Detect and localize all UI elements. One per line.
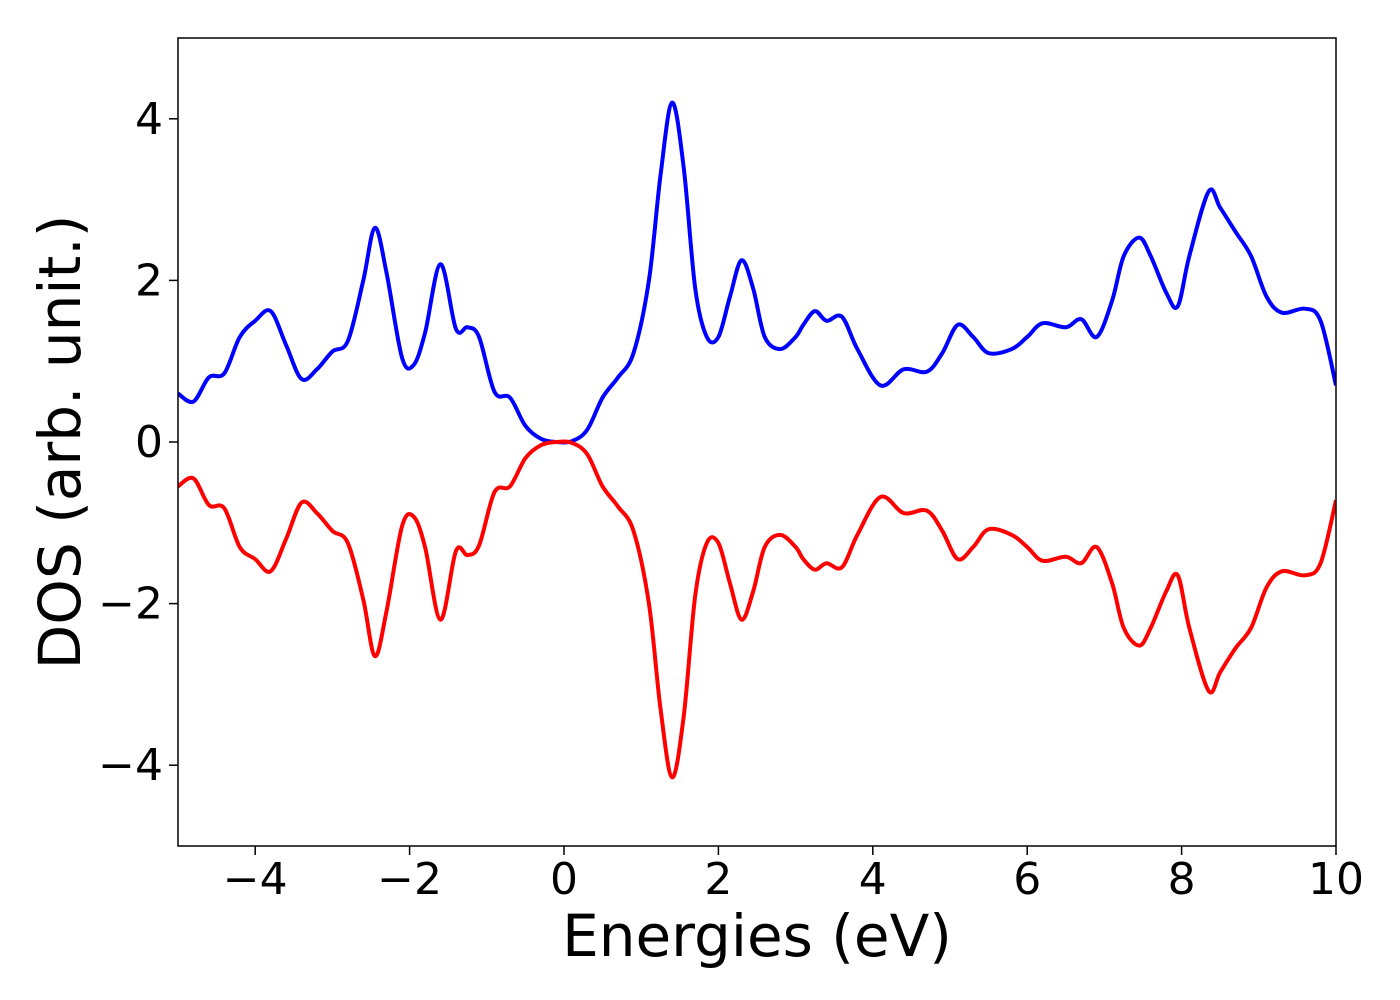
y-tick-label: 0 bbox=[135, 417, 163, 468]
x-axis: −4 −2 0 2 4 6 8 10 bbox=[223, 846, 1364, 905]
x-tick-label: 8 bbox=[1168, 854, 1196, 905]
series-layer bbox=[178, 100, 1336, 780]
y-tick-label: 2 bbox=[135, 255, 163, 306]
y-tick-label: −4 bbox=[98, 740, 163, 791]
y-tick-label: −2 bbox=[98, 579, 163, 630]
x-tick-label: 10 bbox=[1308, 854, 1364, 905]
x-tick-label: 2 bbox=[704, 854, 732, 905]
y-axis-label: DOS (arb. unit.) bbox=[26, 215, 94, 670]
y-axis: −4 −2 0 2 4 bbox=[98, 94, 178, 791]
y-tick-label: 4 bbox=[135, 94, 163, 145]
series-line-down bbox=[178, 439, 1336, 780]
x-tick-label: 4 bbox=[859, 854, 887, 905]
x-tick-label: −2 bbox=[377, 854, 442, 905]
x-tick-label: −4 bbox=[223, 854, 288, 905]
x-tick-label: 6 bbox=[1013, 854, 1041, 905]
series-line-up bbox=[178, 100, 1336, 445]
x-tick-label: 0 bbox=[550, 854, 578, 905]
x-axis-label: Energies (eV) bbox=[562, 902, 952, 970]
